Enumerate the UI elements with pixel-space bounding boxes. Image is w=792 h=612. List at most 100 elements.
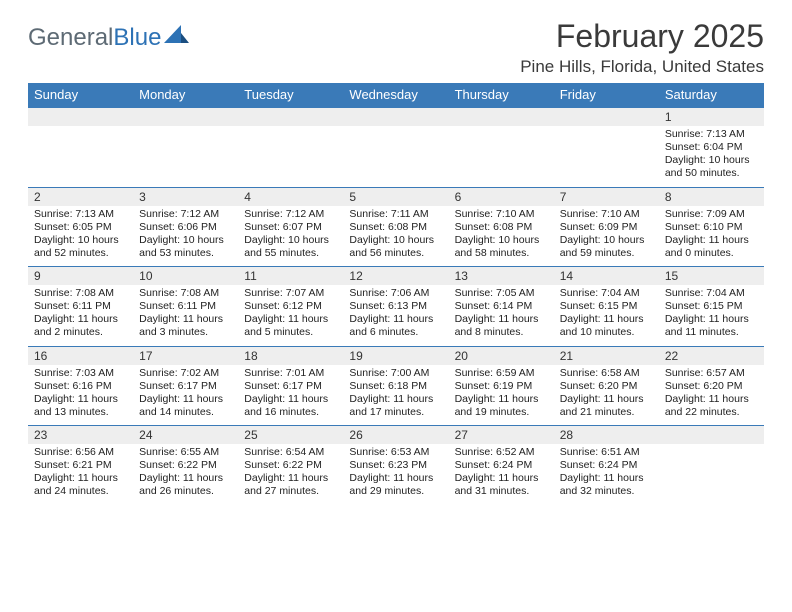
day-number: 5 [343, 188, 448, 206]
daylight-text: Daylight: 11 hours and 24 minutes. [34, 472, 127, 498]
day-number: 14 [554, 267, 659, 285]
daylight-text: Daylight: 10 hours and 56 minutes. [349, 234, 442, 260]
daylight-text: Daylight: 11 hours and 19 minutes. [455, 393, 548, 419]
sunrise-text: Sunrise: 7:04 AM [665, 287, 758, 300]
sunrise-text: Sunrise: 7:13 AM [34, 208, 127, 221]
sunset-text: Sunset: 6:22 PM [139, 459, 232, 472]
sunset-text: Sunset: 6:15 PM [665, 300, 758, 313]
day-number [343, 108, 448, 126]
sunset-text: Sunset: 6:10 PM [665, 221, 758, 234]
sunset-text: Sunset: 6:08 PM [455, 221, 548, 234]
sunset-text: Sunset: 6:24 PM [560, 459, 653, 472]
day-number: 8 [659, 188, 764, 206]
sunrise-text: Sunrise: 7:02 AM [139, 367, 232, 380]
day-cell [449, 126, 554, 187]
content-row: Sunrise: 6:56 AMSunset: 6:21 PMDaylight:… [28, 444, 764, 505]
day-cell: Sunrise: 7:06 AMSunset: 6:13 PMDaylight:… [343, 285, 448, 346]
calendar-page: GeneralBlue February 2025 Pine Hills, Fl… [0, 0, 792, 515]
day-cell [28, 126, 133, 187]
daynum-row: 16171819202122 [28, 346, 764, 365]
day-cell: Sunrise: 7:08 AMSunset: 6:11 PMDaylight:… [133, 285, 238, 346]
sunset-text: Sunset: 6:07 PM [244, 221, 337, 234]
sunset-text: Sunset: 6:20 PM [665, 380, 758, 393]
sunrise-text: Sunrise: 6:57 AM [665, 367, 758, 380]
sunset-text: Sunset: 6:21 PM [34, 459, 127, 472]
sunset-text: Sunset: 6:08 PM [349, 221, 442, 234]
day-number: 1 [659, 108, 764, 126]
day-number: 19 [343, 347, 448, 365]
title-block: February 2025 Pine Hills, Florida, Unite… [520, 18, 764, 77]
sunset-text: Sunset: 6:19 PM [455, 380, 548, 393]
daylight-text: Daylight: 11 hours and 13 minutes. [34, 393, 127, 419]
daylight-text: Daylight: 11 hours and 27 minutes. [244, 472, 337, 498]
daylight-text: Daylight: 11 hours and 16 minutes. [244, 393, 337, 419]
brand-word1: General [28, 24, 113, 51]
day-number: 27 [449, 426, 554, 444]
day-cell: Sunrise: 7:04 AMSunset: 6:15 PMDaylight:… [554, 285, 659, 346]
sunset-text: Sunset: 6:11 PM [139, 300, 232, 313]
sunset-text: Sunset: 6:16 PM [34, 380, 127, 393]
daylight-text: Daylight: 10 hours and 59 minutes. [560, 234, 653, 260]
day-cell: Sunrise: 7:11 AMSunset: 6:08 PMDaylight:… [343, 206, 448, 267]
day-cell: Sunrise: 7:00 AMSunset: 6:18 PMDaylight:… [343, 365, 448, 426]
content-row: Sunrise: 7:03 AMSunset: 6:16 PMDaylight:… [28, 365, 764, 426]
sunrise-text: Sunrise: 7:05 AM [455, 287, 548, 300]
day-cell: Sunrise: 7:13 AMSunset: 6:04 PMDaylight:… [659, 126, 764, 187]
sunrise-text: Sunrise: 6:56 AM [34, 446, 127, 459]
location: Pine Hills, Florida, United States [520, 57, 764, 77]
daylight-text: Daylight: 11 hours and 14 minutes. [139, 393, 232, 419]
daylight-text: Daylight: 11 hours and 29 minutes. [349, 472, 442, 498]
sunset-text: Sunset: 6:12 PM [244, 300, 337, 313]
day-cell [133, 126, 238, 187]
day-cell: Sunrise: 6:56 AMSunset: 6:21 PMDaylight:… [28, 444, 133, 505]
weekday-tuesday: Tuesday [238, 83, 343, 107]
sail-icon [164, 25, 190, 50]
brand-word2: Blue [113, 24, 161, 51]
sunset-text: Sunset: 6:17 PM [244, 380, 337, 393]
sunset-text: Sunset: 6:24 PM [455, 459, 548, 472]
daylight-text: Daylight: 11 hours and 26 minutes. [139, 472, 232, 498]
sunset-text: Sunset: 6:06 PM [139, 221, 232, 234]
daylight-text: Daylight: 11 hours and 22 minutes. [665, 393, 758, 419]
daylight-text: Daylight: 11 hours and 31 minutes. [455, 472, 548, 498]
sunset-text: Sunset: 6:23 PM [349, 459, 442, 472]
brand-logo: GeneralBlue [28, 24, 190, 52]
day-number: 22 [659, 347, 764, 365]
month-title: February 2025 [520, 18, 764, 55]
weekday-wednesday: Wednesday [343, 83, 448, 107]
day-number: 23 [28, 426, 133, 444]
weekday-header-row: SundayMondayTuesdayWednesdayThursdayFrid… [28, 83, 764, 107]
sunrise-text: Sunrise: 7:04 AM [560, 287, 653, 300]
day-number: 21 [554, 347, 659, 365]
daylight-text: Daylight: 11 hours and 17 minutes. [349, 393, 442, 419]
day-number: 10 [133, 267, 238, 285]
daynum-row: 232425262728 [28, 425, 764, 444]
sunset-text: Sunset: 6:14 PM [455, 300, 548, 313]
sunrise-text: Sunrise: 7:03 AM [34, 367, 127, 380]
daylight-text: Daylight: 11 hours and 8 minutes. [455, 313, 548, 339]
day-cell: Sunrise: 7:08 AMSunset: 6:11 PMDaylight:… [28, 285, 133, 346]
sunrise-text: Sunrise: 6:51 AM [560, 446, 653, 459]
daylight-text: Daylight: 11 hours and 0 minutes. [665, 234, 758, 260]
day-cell: Sunrise: 7:03 AMSunset: 6:16 PMDaylight:… [28, 365, 133, 426]
day-cell: Sunrise: 7:02 AMSunset: 6:17 PMDaylight:… [133, 365, 238, 426]
sunset-text: Sunset: 6:22 PM [244, 459, 337, 472]
day-number [28, 108, 133, 126]
day-number: 11 [238, 267, 343, 285]
weekday-monday: Monday [133, 83, 238, 107]
day-number [449, 108, 554, 126]
day-cell: Sunrise: 7:01 AMSunset: 6:17 PMDaylight:… [238, 365, 343, 426]
sunset-text: Sunset: 6:20 PM [560, 380, 653, 393]
day-number: 13 [449, 267, 554, 285]
daylight-text: Daylight: 10 hours and 58 minutes. [455, 234, 548, 260]
header: GeneralBlue February 2025 Pine Hills, Fl… [28, 18, 764, 77]
daylight-text: Daylight: 10 hours and 52 minutes. [34, 234, 127, 260]
calendar-grid: 1Sunrise: 7:13 AMSunset: 6:04 PMDaylight… [28, 107, 764, 505]
day-cell: Sunrise: 7:09 AMSunset: 6:10 PMDaylight:… [659, 206, 764, 267]
day-number [133, 108, 238, 126]
day-number [238, 108, 343, 126]
sunrise-text: Sunrise: 7:00 AM [349, 367, 442, 380]
sunset-text: Sunset: 6:15 PM [560, 300, 653, 313]
day-number: 28 [554, 426, 659, 444]
day-number: 15 [659, 267, 764, 285]
